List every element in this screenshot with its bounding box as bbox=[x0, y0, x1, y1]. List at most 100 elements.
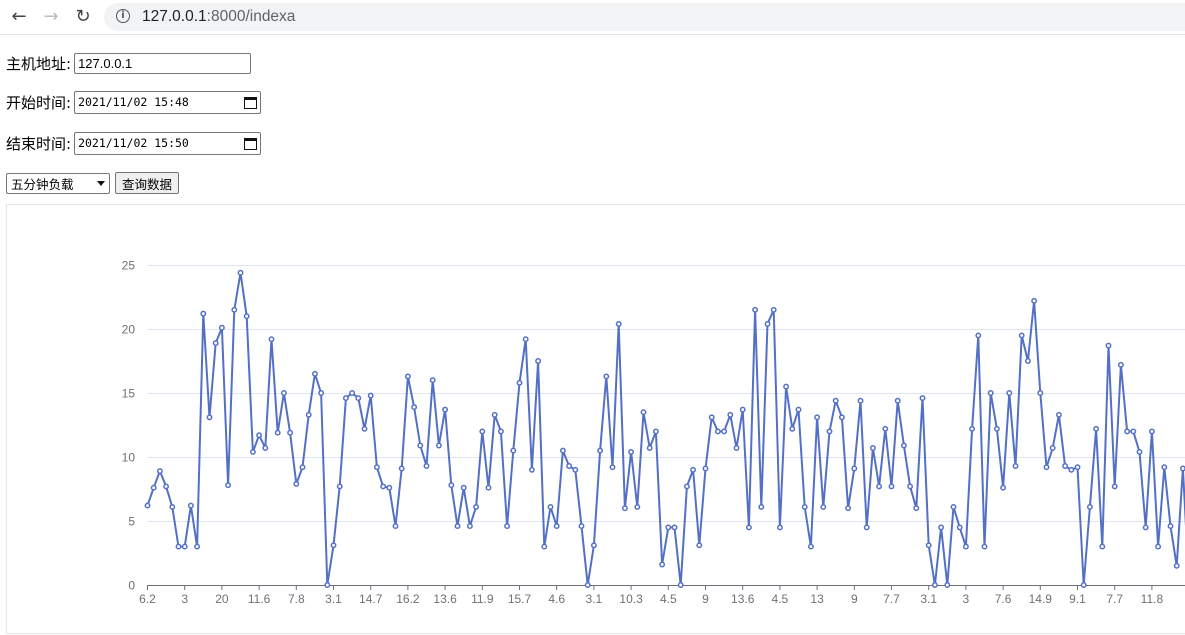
data-point bbox=[598, 448, 602, 452]
data-point bbox=[1175, 564, 1179, 568]
data-point bbox=[1001, 486, 1005, 490]
x-tick-label: 4.5 bbox=[660, 592, 677, 606]
data-point bbox=[976, 333, 980, 337]
data-point bbox=[276, 431, 280, 435]
data-point bbox=[579, 524, 583, 528]
info-icon[interactable]: i bbox=[116, 9, 130, 23]
data-point bbox=[257, 433, 261, 437]
data-point bbox=[747, 525, 751, 529]
data-point bbox=[1044, 465, 1048, 469]
query-button[interactable]: 查询数据 bbox=[115, 172, 179, 194]
data-point bbox=[1181, 466, 1185, 470]
data-point bbox=[573, 468, 577, 472]
data-point bbox=[982, 544, 986, 548]
x-tick-label: 15.7 bbox=[508, 592, 532, 606]
host-label: 主机地址: bbox=[6, 53, 71, 74]
data-point bbox=[846, 506, 850, 510]
data-point bbox=[455, 524, 459, 528]
x-tick-label: 7.7 bbox=[883, 592, 900, 606]
data-point bbox=[834, 399, 838, 403]
x-tick-label: 9.1 bbox=[1069, 592, 1086, 606]
browser-toolbar: ← → ↻ i 127.0.0.1:8000/indexa bbox=[0, 0, 1185, 35]
data-point bbox=[269, 337, 273, 341]
data-point bbox=[1026, 359, 1030, 363]
data-point bbox=[821, 505, 825, 509]
data-point bbox=[778, 525, 782, 529]
data-point bbox=[220, 326, 224, 330]
data-point bbox=[995, 427, 999, 431]
data-point bbox=[610, 465, 614, 469]
data-point bbox=[282, 391, 286, 395]
data-point bbox=[313, 372, 317, 376]
x-tick-label: 3.1 bbox=[920, 592, 937, 606]
data-point bbox=[375, 465, 379, 469]
x-tick-label: 13 bbox=[810, 592, 824, 606]
data-point bbox=[362, 427, 366, 431]
url-text[interactable]: 127.0.0.1:8000/indexa bbox=[142, 7, 295, 27]
data-point bbox=[1088, 505, 1092, 509]
data-point bbox=[567, 464, 571, 468]
data-point bbox=[1057, 413, 1061, 417]
host-input[interactable]: 127.0.0.1 bbox=[74, 53, 251, 74]
chevron-down-icon bbox=[97, 181, 105, 186]
data-point bbox=[759, 505, 763, 509]
data-point bbox=[468, 524, 472, 528]
data-point bbox=[896, 399, 900, 403]
data-point bbox=[176, 544, 180, 548]
end-time-input[interactable]: 2021/11/02 15:50 bbox=[74, 132, 261, 155]
data-point bbox=[189, 503, 193, 507]
arrow-right-icon[interactable]: → bbox=[40, 6, 62, 28]
address-bar[interactable]: i 127.0.0.1:8000/indexa bbox=[104, 3, 1185, 31]
data-point bbox=[294, 482, 298, 486]
x-tick-label: 4.6 bbox=[548, 592, 565, 606]
x-tick-label: 20 bbox=[215, 592, 229, 606]
start-time-input[interactable]: 2021/11/02 15:48 bbox=[74, 91, 261, 114]
data-point bbox=[858, 399, 862, 403]
data-point bbox=[753, 308, 757, 312]
end-time-value: 2021/11/02 15:50 bbox=[78, 136, 189, 150]
data-point bbox=[648, 446, 652, 450]
data-point bbox=[1162, 465, 1166, 469]
data-point bbox=[641, 410, 645, 414]
data-point bbox=[722, 429, 726, 433]
data-point bbox=[350, 391, 354, 395]
data-point bbox=[784, 384, 788, 388]
data-point bbox=[871, 446, 875, 450]
data-point bbox=[1100, 544, 1104, 548]
data-point bbox=[158, 469, 162, 473]
data-point bbox=[251, 450, 255, 454]
data-point bbox=[412, 405, 416, 409]
data-point bbox=[517, 381, 521, 385]
data-point bbox=[170, 505, 174, 509]
data-point bbox=[486, 486, 490, 490]
data-point bbox=[424, 464, 428, 468]
data-point bbox=[214, 341, 218, 345]
data-point bbox=[319, 391, 323, 395]
start-time-value: 2021/11/02 15:48 bbox=[78, 95, 189, 109]
start-time-row: 开始时间: 2021/11/02 15:48 bbox=[6, 91, 261, 113]
x-tick-label: 10.3 bbox=[619, 592, 643, 606]
data-point bbox=[920, 396, 924, 400]
x-tick-label: 13.6 bbox=[731, 592, 755, 606]
data-point bbox=[183, 544, 187, 548]
arrow-left-icon[interactable]: ← bbox=[8, 6, 30, 28]
data-point bbox=[666, 525, 670, 529]
data-point bbox=[604, 374, 608, 378]
end-time-label: 结束时间: bbox=[6, 133, 71, 154]
reload-icon[interactable]: ↻ bbox=[72, 6, 94, 28]
data-point bbox=[1125, 429, 1129, 433]
calendar-icon[interactable] bbox=[244, 137, 257, 150]
url-path: :8000/indexa bbox=[207, 8, 296, 25]
data-point bbox=[356, 396, 360, 400]
y-tick-label: 25 bbox=[122, 259, 136, 273]
data-point bbox=[288, 431, 292, 435]
data-point bbox=[238, 271, 242, 275]
data-point bbox=[679, 583, 683, 587]
data-point bbox=[908, 484, 912, 488]
data-point bbox=[1013, 464, 1017, 468]
data-point bbox=[1168, 524, 1172, 528]
metric-select[interactable]: 五分钟负载 bbox=[6, 173, 110, 194]
data-point bbox=[883, 427, 887, 431]
calendar-icon[interactable] bbox=[244, 96, 257, 109]
x-tick-label: 9 bbox=[851, 592, 858, 606]
